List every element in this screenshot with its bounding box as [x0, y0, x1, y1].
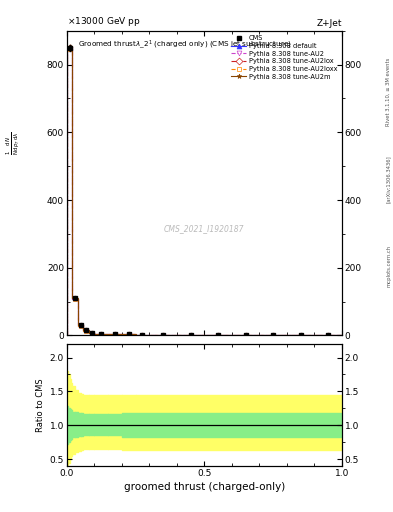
Text: CMS_2021_I1920187: CMS_2021_I1920187: [164, 224, 244, 233]
Legend: CMS, Pythia 8.308 default, Pythia 8.308 tune-AU2, Pythia 8.308 tune-AU2lox, Pyth: CMS, Pythia 8.308 default, Pythia 8.308 …: [230, 34, 339, 81]
Text: mcplots.cern.ch: mcplots.cern.ch: [386, 245, 391, 287]
Text: $\times$13000 GeV pp: $\times$13000 GeV pp: [67, 15, 140, 28]
Text: Groomed thrust$\lambda\_2^1$ (charged only) (CMS jet substructure): Groomed thrust$\lambda\_2^1$ (charged on…: [78, 38, 292, 51]
Text: [arXiv:1306.3436]: [arXiv:1306.3436]: [386, 155, 391, 203]
Text: Z+Jet: Z+Jet: [316, 19, 342, 28]
Y-axis label: Ratio to CMS: Ratio to CMS: [37, 378, 46, 432]
Text: Rivet 3.1.10, ≥ 3M events: Rivet 3.1.10, ≥ 3M events: [386, 58, 391, 126]
X-axis label: groomed thrust (charged-only): groomed thrust (charged-only): [124, 482, 285, 492]
Text: $\frac{1}{\mathrm{N}}\frac{\mathrm{d}N}{\mathrm{d}p_T\,\mathrm{d}\lambda}$: $\frac{1}{\mathrm{N}}\frac{\mathrm{d}N}{…: [4, 132, 21, 155]
